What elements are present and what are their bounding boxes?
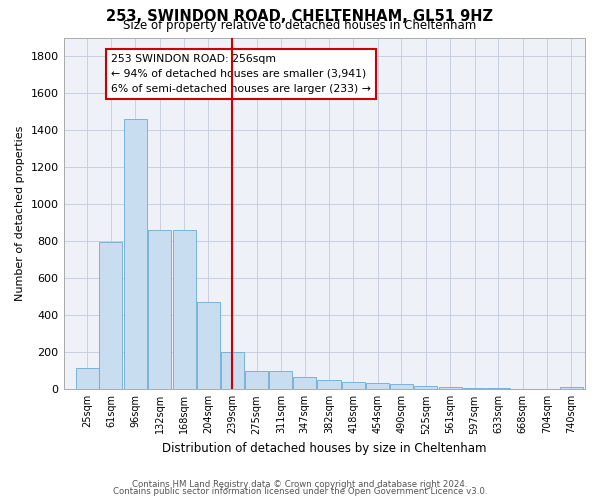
Text: Size of property relative to detached houses in Cheltenham: Size of property relative to detached ho… [124,18,476,32]
Bar [245,371,268,390]
Bar [390,384,413,390]
Bar [511,389,534,390]
Bar [148,230,171,390]
Bar [366,383,389,390]
Text: 253, SWINDON ROAD, CHELTENHAM, GL51 9HZ: 253, SWINDON ROAD, CHELTENHAM, GL51 9HZ [107,9,493,24]
Bar [293,378,316,390]
Text: Contains HM Land Registry data © Crown copyright and database right 2024.: Contains HM Land Registry data © Crown c… [132,480,468,489]
Bar [487,388,510,390]
Bar [415,386,437,390]
Bar [463,388,486,390]
Bar [197,302,220,390]
Bar [76,368,99,390]
Y-axis label: Number of detached properties: Number of detached properties [15,126,25,301]
Text: 253 SWINDON ROAD: 256sqm
← 94% of detached houses are smaller (3,941)
6% of semi: 253 SWINDON ROAD: 256sqm ← 94% of detach… [111,54,371,94]
Bar [342,382,365,390]
Bar [439,388,462,390]
Bar [173,230,196,390]
Text: Contains public sector information licensed under the Open Government Licence v3: Contains public sector information licen… [113,487,487,496]
Bar [269,371,292,390]
Bar [560,386,583,390]
X-axis label: Distribution of detached houses by size in Cheltenham: Distribution of detached houses by size … [162,442,487,455]
Bar [317,380,341,390]
Bar [221,352,244,390]
Bar [100,242,122,390]
Bar [124,119,147,390]
